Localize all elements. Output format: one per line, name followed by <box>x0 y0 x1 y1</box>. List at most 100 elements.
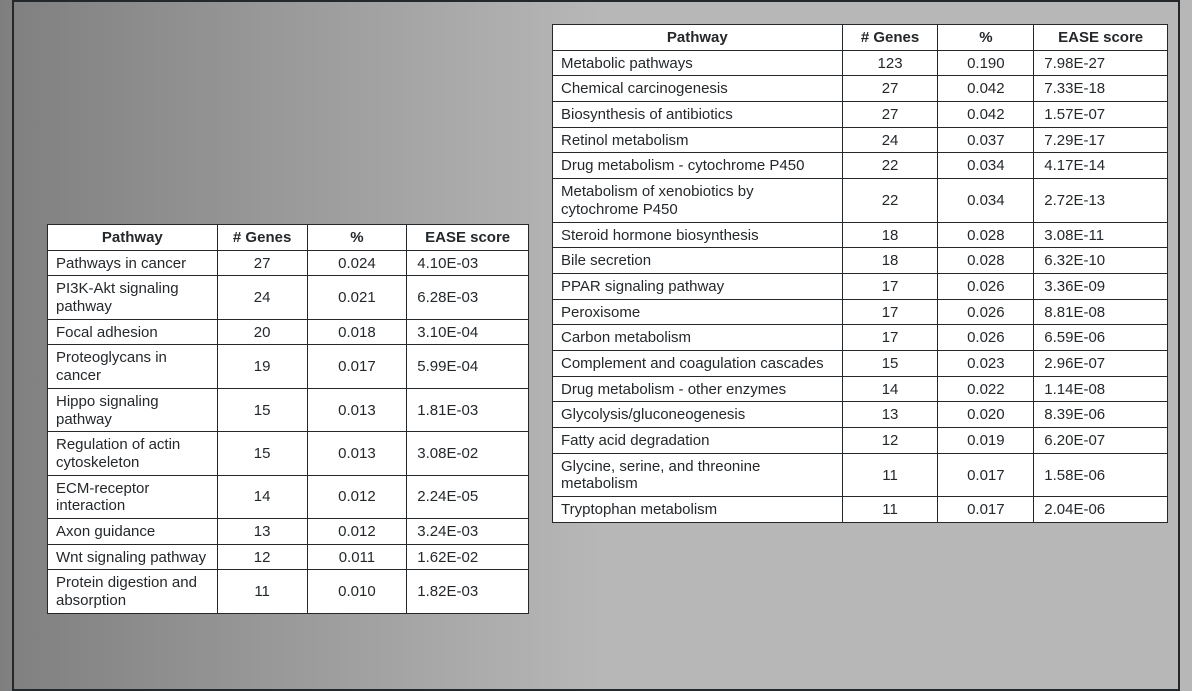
cell-pathway: Steroid hormone biosynthesis <box>553 222 843 248</box>
table-row: Protein digestion and absorption110.0101… <box>48 570 529 613</box>
cell-ease: 6.59E-06 <box>1034 325 1168 351</box>
cell-pathway: Glycolysis/gluconeogenesis <box>553 402 843 428</box>
col-header-ease: EASE score <box>1034 25 1168 51</box>
cell-ease: 6.28E-03 <box>407 276 529 319</box>
table-row: Glycolysis/gluconeogenesis130.0208.39E-0… <box>553 402 1168 428</box>
cell-genes: 17 <box>842 273 938 299</box>
cell-ease: 3.36E-09 <box>1034 273 1168 299</box>
table-row: Metabolic pathways1230.1907.98E-27 <box>553 50 1168 76</box>
cell-ease: 7.29E-17 <box>1034 127 1168 153</box>
cell-percent: 0.034 <box>938 179 1034 222</box>
cell-ease: 1.14E-08 <box>1034 376 1168 402</box>
cell-genes: 15 <box>217 432 307 475</box>
table-row: Chemical carcinogenesis270.0427.33E-18 <box>553 76 1168 102</box>
cell-percent: 0.028 <box>938 222 1034 248</box>
cell-percent: 0.190 <box>938 50 1034 76</box>
table-row: Drug metabolism - cytochrome P450220.034… <box>553 153 1168 179</box>
cell-pathway: Focal adhesion <box>48 319 218 345</box>
cell-genes: 22 <box>842 153 938 179</box>
cell-pathway: Hippo signaling pathway <box>48 388 218 431</box>
cell-pathway: Wnt signaling pathway <box>48 544 218 570</box>
cell-pathway: Drug metabolism - cytochrome P450 <box>553 153 843 179</box>
cell-pathway: Chemical carcinogenesis <box>553 76 843 102</box>
table-row: Metabolism of xenobiotics by cytochrome … <box>553 179 1168 222</box>
cell-pathway: Metabolic pathways <box>553 50 843 76</box>
cell-pathway: Carbon metabolism <box>553 325 843 351</box>
cell-ease: 2.72E-13 <box>1034 179 1168 222</box>
cell-genes: 11 <box>842 497 938 523</box>
cell-percent: 0.037 <box>938 127 1034 153</box>
cell-percent: 0.026 <box>938 299 1034 325</box>
cell-genes: 15 <box>217 388 307 431</box>
cell-ease: 2.96E-07 <box>1034 350 1168 376</box>
cell-genes: 22 <box>842 179 938 222</box>
table-row: Proteoglycans in cancer190.0175.99E-04 <box>48 345 529 388</box>
cell-genes: 13 <box>842 402 938 428</box>
cell-pathway: Regulation of actin cytoskeleton <box>48 432 218 475</box>
cell-genes: 24 <box>842 127 938 153</box>
cell-percent: 0.017 <box>307 345 407 388</box>
cell-pathway: PI3K-Akt signaling pathway <box>48 276 218 319</box>
table-row: Drug metabolism - other enzymes140.0221.… <box>553 376 1168 402</box>
cell-percent: 0.026 <box>938 273 1034 299</box>
cell-percent: 0.017 <box>938 453 1034 496</box>
cell-genes: 17 <box>842 299 938 325</box>
cell-pathway: Complement and coagulation cascades <box>553 350 843 376</box>
cell-genes: 12 <box>842 428 938 454</box>
cell-ease: 3.08E-02 <box>407 432 529 475</box>
cell-pathway: Pathways in cancer <box>48 250 218 276</box>
cell-ease: 1.57E-07 <box>1034 102 1168 128</box>
table-row: Bile secretion180.0286.32E-10 <box>553 248 1168 274</box>
cell-percent: 0.013 <box>307 388 407 431</box>
table-row: Axon guidance130.0123.24E-03 <box>48 518 529 544</box>
cell-ease: 1.58E-06 <box>1034 453 1168 496</box>
cell-percent: 0.034 <box>938 153 1034 179</box>
cell-ease: 8.39E-06 <box>1034 402 1168 428</box>
cell-genes: 13 <box>217 518 307 544</box>
cell-genes: 27 <box>842 76 938 102</box>
cell-ease: 3.08E-11 <box>1034 222 1168 248</box>
table-row: Hippo signaling pathway150.0131.81E-03 <box>48 388 529 431</box>
cell-ease: 1.82E-03 <box>407 570 529 613</box>
cell-pathway: Biosynthesis of antibiotics <box>553 102 843 128</box>
cell-pathway: Tryptophan metabolism <box>553 497 843 523</box>
table-row: Pathways in cancer270.0244.10E-03 <box>48 250 529 276</box>
page-root: Pathway # Genes % EASE score Pathways in… <box>0 0 1192 691</box>
table-row: Complement and coagulation cascades150.0… <box>553 350 1168 376</box>
table-row: Focal adhesion200.0183.10E-04 <box>48 319 529 345</box>
cell-ease: 4.10E-03 <box>407 250 529 276</box>
pathway-table-right: Pathway # Genes % EASE score Metabolic p… <box>552 24 1168 523</box>
cell-genes: 123 <box>842 50 938 76</box>
cell-percent: 0.017 <box>938 497 1034 523</box>
cell-ease: 3.24E-03 <box>407 518 529 544</box>
table-row: Biosynthesis of antibiotics270.0421.57E-… <box>553 102 1168 128</box>
cell-genes: 12 <box>217 544 307 570</box>
table-row: Regulation of actin cytoskeleton150.0133… <box>48 432 529 475</box>
cell-percent: 0.042 <box>938 76 1034 102</box>
table-row: Tryptophan metabolism110.0172.04E-06 <box>553 497 1168 523</box>
cell-genes: 24 <box>217 276 307 319</box>
cell-percent: 0.011 <box>307 544 407 570</box>
table-row: PPAR signaling pathway170.0263.36E-09 <box>553 273 1168 299</box>
cell-pathway: ECM-receptor interaction <box>48 475 218 518</box>
table-row: Carbon metabolism170.0266.59E-06 <box>553 325 1168 351</box>
col-header-genes: # Genes <box>217 225 307 251</box>
cell-genes: 20 <box>217 319 307 345</box>
cell-ease: 1.81E-03 <box>407 388 529 431</box>
cell-ease: 5.99E-04 <box>407 345 529 388</box>
cell-percent: 0.022 <box>938 376 1034 402</box>
col-header-percent: % <box>307 225 407 251</box>
cell-genes: 18 <box>842 222 938 248</box>
pathway-table-left: Pathway # Genes % EASE score Pathways in… <box>47 224 529 614</box>
cell-ease: 7.98E-27 <box>1034 50 1168 76</box>
cell-percent: 0.018 <box>307 319 407 345</box>
table-header-row: Pathway # Genes % EASE score <box>553 25 1168 51</box>
cell-genes: 18 <box>842 248 938 274</box>
cell-genes: 17 <box>842 325 938 351</box>
cell-genes: 14 <box>217 475 307 518</box>
cell-pathway: Drug metabolism - other enzymes <box>553 376 843 402</box>
cell-pathway: Proteoglycans in cancer <box>48 345 218 388</box>
cell-genes: 15 <box>842 350 938 376</box>
cell-percent: 0.024 <box>307 250 407 276</box>
cell-percent: 0.010 <box>307 570 407 613</box>
